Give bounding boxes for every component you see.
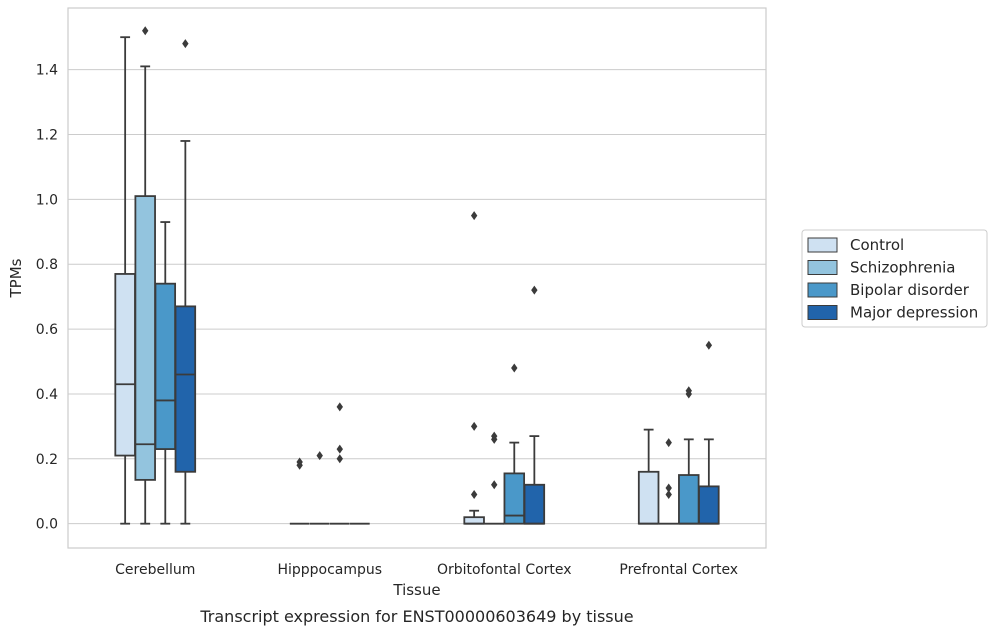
y-tick-label: 1.2 xyxy=(36,127,58,143)
box-schizophrenia xyxy=(484,431,505,525)
box-body xyxy=(698,485,720,525)
legend-swatch xyxy=(807,282,838,298)
box-major-depression xyxy=(174,39,197,525)
legend-label: Major depression xyxy=(850,304,978,322)
box-control xyxy=(289,457,310,525)
box-body xyxy=(523,483,546,525)
box-body xyxy=(114,273,136,457)
outlier-point xyxy=(531,285,538,295)
legend-swatch xyxy=(807,260,838,275)
legend-label: Bipolar disorder xyxy=(850,281,970,299)
y-tick-label: 0.2 xyxy=(36,452,58,468)
outlier-point xyxy=(491,480,498,490)
y-tick-label: 0.0 xyxy=(36,517,58,533)
y-axis-label: TPMs xyxy=(7,258,25,298)
legend-swatch xyxy=(807,237,838,253)
box-body xyxy=(678,474,700,525)
x-tick-label: Prefrontal Cortex xyxy=(619,562,738,578)
x-axis-label: Tissue xyxy=(392,581,440,599)
outlier-point xyxy=(296,457,303,467)
outlier-point xyxy=(470,211,478,221)
x-axis-ticks: Cerebellum Hipppocampus Orbitofontal Corte… xyxy=(115,562,738,578)
outlier-point xyxy=(316,451,323,461)
outlier-point xyxy=(470,421,478,431)
box-schizophrenia xyxy=(658,438,679,525)
outlier-point xyxy=(665,483,672,493)
legend-label: Schizophrenia xyxy=(850,259,955,277)
outlier-point xyxy=(511,363,518,373)
box-body xyxy=(154,282,177,450)
box-control xyxy=(463,211,485,525)
outlier-point xyxy=(685,386,692,396)
box-body xyxy=(637,470,660,525)
y-tick-label: 0.6 xyxy=(36,322,58,338)
box-body xyxy=(134,195,156,481)
outlier-point xyxy=(336,444,343,454)
y-tick-label: 1.4 xyxy=(36,63,58,79)
box-major-depression xyxy=(698,340,720,525)
box-major-depression xyxy=(523,285,546,525)
x-tick-label: Orbitofontal Cortex xyxy=(437,562,572,578)
outlier-point xyxy=(182,39,189,49)
box-body xyxy=(174,305,197,473)
legend-frame xyxy=(801,229,988,328)
outlier-point xyxy=(336,454,343,464)
outlier-point xyxy=(665,438,672,448)
outlier-point xyxy=(665,489,672,499)
legend: Control Schizophrenia Bipolar disorder Majo… xyxy=(801,229,988,328)
y-tick-label: 0.4 xyxy=(36,387,58,403)
outlier-point xyxy=(705,340,713,350)
x-tick-label: Hipppocampus xyxy=(277,562,382,578)
chart-caption: Transcript expression for ENST0000060364… xyxy=(199,607,633,626)
box-bipolar-disorder xyxy=(678,386,700,525)
y-tick-label: 0.8 xyxy=(36,257,58,273)
boxes xyxy=(114,26,720,525)
box-schizophrenia xyxy=(309,451,330,525)
box-body xyxy=(463,516,485,525)
outlier-point xyxy=(142,26,149,36)
box-bipolar-disorder xyxy=(329,402,350,525)
plot-frame xyxy=(67,7,767,549)
legend-label: Control xyxy=(850,236,904,254)
x-tick-label: Cerebellum xyxy=(115,562,195,578)
legend-swatch xyxy=(807,305,838,320)
box-control xyxy=(114,36,136,525)
outlier-point xyxy=(491,431,498,441)
y-tick-label: 1.0 xyxy=(36,192,58,208)
plot-area xyxy=(67,7,767,549)
outlier-point xyxy=(336,402,343,412)
outlier-point xyxy=(470,489,478,499)
y-axis-ticks: 0.0 0.2 0.4 0.6 0.8 1.0 1.2 1.4 xyxy=(36,63,58,533)
box-control xyxy=(637,428,660,525)
